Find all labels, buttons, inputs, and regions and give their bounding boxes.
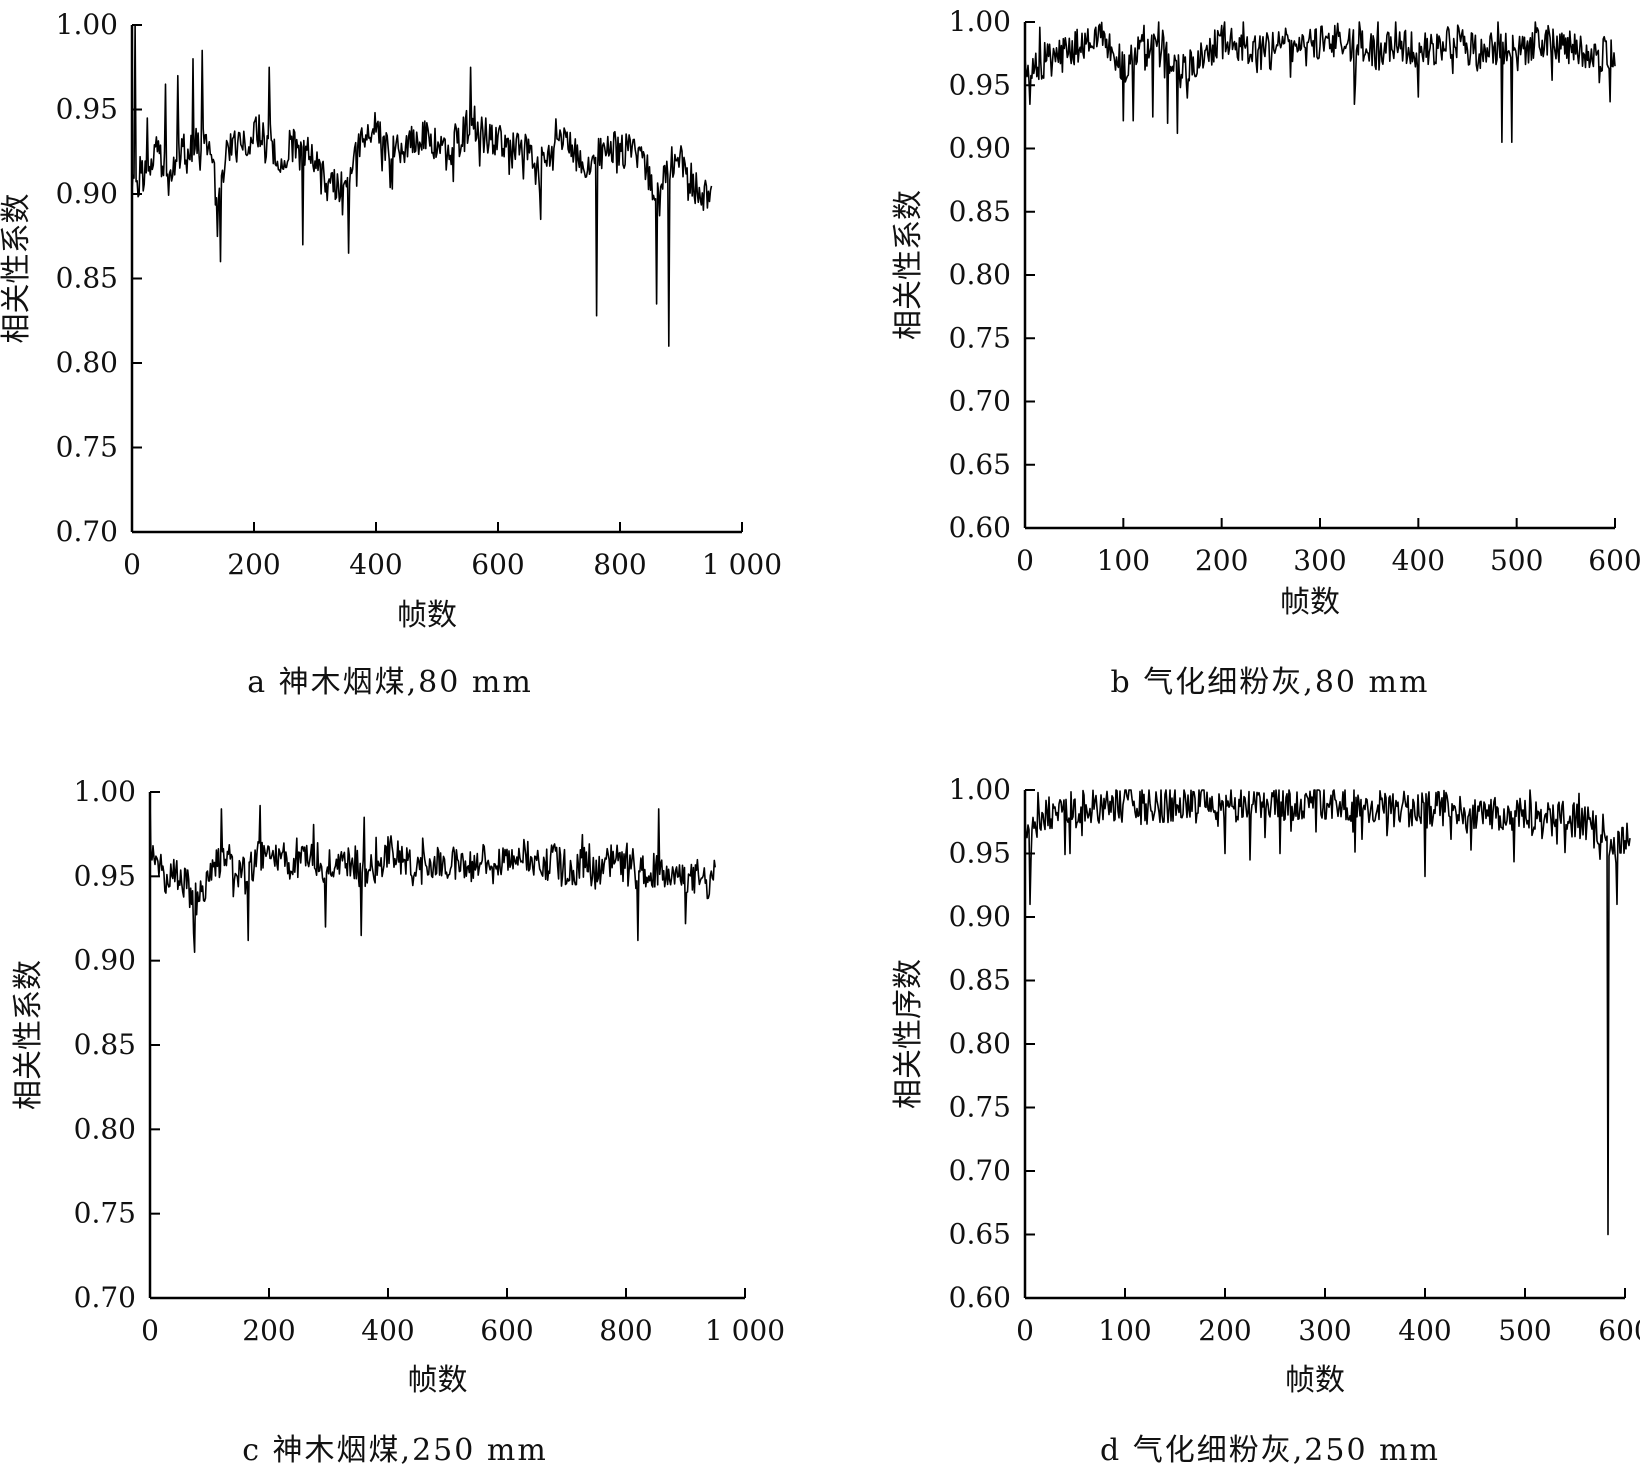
y-tick-label: 0.90	[949, 132, 1011, 165]
x-tick-label: 400	[349, 548, 402, 581]
y-tick-label: 1.00	[949, 773, 1011, 806]
chart-caption: a 神木烟煤,80 mm	[247, 665, 533, 700]
x-tick-label: 400	[361, 1314, 414, 1347]
y-tick-label: 0.75	[949, 321, 1011, 354]
y-tick-label: 0.80	[949, 258, 1011, 291]
x-tick-label: 100	[1098, 1314, 1151, 1347]
y-tick-label: 1.00	[74, 775, 136, 808]
x-tick-label: 600	[1588, 544, 1640, 577]
y-tick-label: 0.70	[949, 385, 1011, 418]
x-tick-label: 400	[1398, 1314, 1451, 1347]
y-axis-title: 相关性序数	[891, 959, 926, 1109]
y-tick-label: 0.80	[74, 1112, 136, 1145]
x-tick-label: 600	[471, 548, 524, 581]
y-tick-label: 0.90	[74, 944, 136, 977]
x-tick-label: 800	[593, 548, 646, 581]
y-tick-label: 0.85	[74, 1028, 136, 1061]
x-tick-label: 0	[123, 548, 141, 581]
y-tick-label: 1.00	[56, 8, 118, 41]
x-tick-label: 800	[599, 1314, 652, 1347]
y-tick-label: 0.70	[949, 1154, 1011, 1187]
x-tick-label: 100	[1097, 544, 1150, 577]
x-tick-label: 0	[141, 1314, 159, 1347]
y-tick-label: 0.85	[949, 195, 1011, 228]
x-tick-label: 600	[1598, 1314, 1640, 1347]
chart-d: 0.60 0.65 0.70 0.75 0.80 0.85 0.90 0.95 1.00 0 100…	[891, 773, 1640, 1468]
chart-c: 0.70 0.75 0.80 0.85 0.90 0.95 1.00 0 200 400 600 80…	[11, 775, 785, 1468]
y-tick-label: 0.85	[56, 262, 118, 295]
y-tick-label: 0.70	[74, 1281, 136, 1314]
series-line	[1024, 21, 1616, 143]
y-tick-label: 0.95	[949, 68, 1011, 101]
y-tick-label: 0.95	[74, 859, 136, 892]
chart-caption: c 神木烟煤,250 mm	[242, 1433, 548, 1468]
x-axis-title: 帧数	[1285, 1363, 1345, 1398]
y-axis-title: 相关性系数	[11, 960, 46, 1110]
y-axis-title: 相关性系数	[0, 194, 34, 344]
y-tick-label: 0.85	[949, 964, 1011, 997]
x-tick-label: 300	[1298, 1314, 1351, 1347]
series-line	[131, 24, 713, 347]
y-tick-label: 0.80	[949, 1027, 1011, 1060]
x-tick-label: 500	[1490, 544, 1543, 577]
chart-b: 0.60 0.65 0.70 0.75 0.80 0.85 0.90 0.95 1.00 0 100…	[891, 5, 1640, 700]
y-tick-label: 0.75	[74, 1197, 136, 1230]
x-tick-label: 0	[1016, 544, 1034, 577]
x-tick-label: 200	[1198, 1314, 1251, 1347]
x-tick-label: 1 000	[705, 1314, 785, 1347]
y-tick-label: 0.75	[56, 431, 118, 464]
y-tick-label: 0.80	[56, 346, 118, 379]
y-tick-label: 0.65	[949, 1218, 1011, 1251]
y-tick-label: 0.75	[949, 1091, 1011, 1124]
x-tick-label: 600	[480, 1314, 533, 1347]
y-tick-label: 0.60	[949, 511, 1011, 544]
x-axis-title: 帧数	[1280, 585, 1340, 620]
y-tick-label: 0.90	[56, 177, 118, 210]
x-tick-label: 0	[1016, 1314, 1034, 1347]
y-tick-label: 0.70	[56, 515, 118, 548]
x-axis-title: 帧数	[397, 598, 457, 633]
y-tick-label: 0.90	[949, 900, 1011, 933]
series-line	[1024, 789, 1631, 1236]
series-line	[149, 800, 716, 954]
chart-a: 0.70 0.75 0.80 0.85 0.90 0.95 1.00 0 200 400 600 80…	[0, 8, 782, 700]
x-tick-label: 200	[227, 548, 280, 581]
y-tick-label: 1.00	[949, 5, 1011, 38]
x-tick-label: 1 000	[702, 548, 782, 581]
y-tick-label: 0.95	[56, 93, 118, 126]
x-tick-label: 300	[1293, 544, 1346, 577]
y-tick-label: 0.60	[949, 1281, 1011, 1314]
y-tick-label: 0.95	[949, 837, 1011, 870]
chart-caption: b 气化细粉灰,80 mm	[1111, 665, 1430, 700]
x-axis-title: 帧数	[408, 1363, 468, 1398]
y-axis-title: 相关性系数	[891, 190, 926, 340]
x-tick-label: 500	[1498, 1314, 1551, 1347]
chart-caption: d 气化细粉灰,250 mm	[1100, 1433, 1440, 1468]
y-tick-label: 0.65	[949, 448, 1011, 481]
x-tick-label: 200	[242, 1314, 295, 1347]
x-tick-label: 200	[1195, 544, 1248, 577]
x-tick-label: 400	[1392, 544, 1445, 577]
